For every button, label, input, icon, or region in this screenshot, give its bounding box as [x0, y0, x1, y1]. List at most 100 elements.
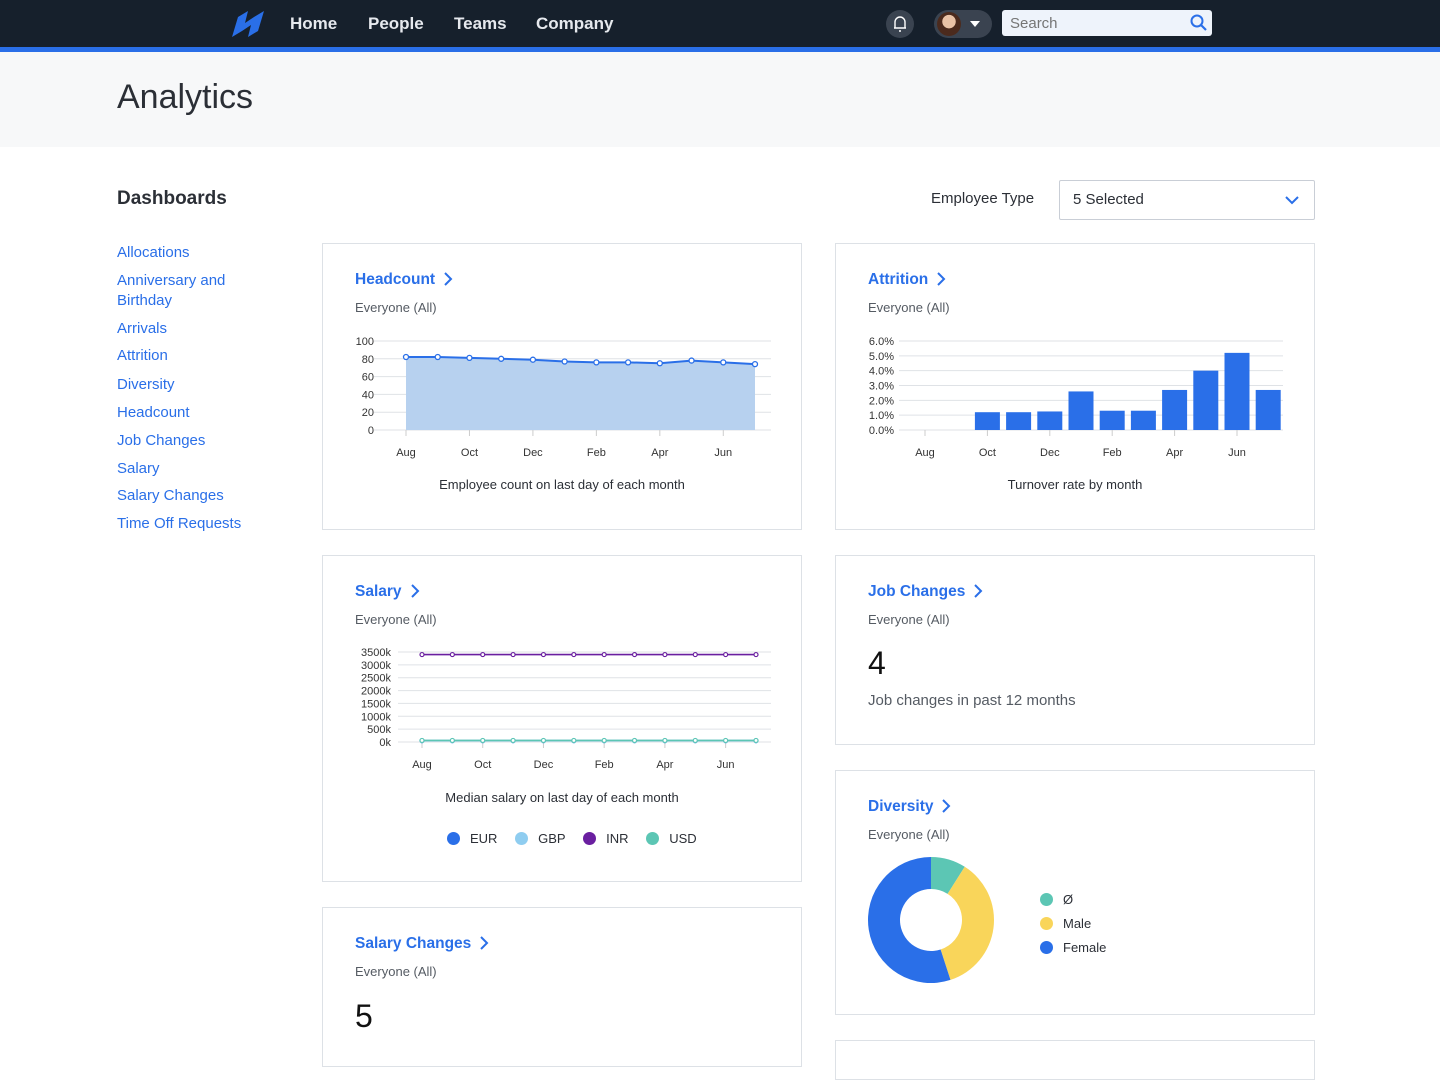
data-point	[420, 653, 424, 657]
sidebar-item-salary[interactable]: Salary	[117, 459, 257, 479]
data-point	[511, 738, 515, 742]
legend-label: GBP	[538, 831, 565, 846]
data-point	[657, 361, 662, 366]
y-tick-label: 0	[368, 425, 374, 437]
sidebar-item-allocations[interactable]: Allocations	[117, 243, 257, 263]
data-point	[663, 653, 667, 657]
data-point	[420, 738, 424, 742]
legend-dot-usd	[646, 832, 659, 845]
card-subtitle: Everyone (All)	[355, 964, 437, 979]
sidebar-item-time-off[interactable]: Time Off Requests	[117, 514, 257, 534]
data-point	[721, 360, 726, 365]
data-point	[499, 356, 504, 361]
card-subtitle: Everyone (All)	[355, 612, 437, 627]
notifications-button[interactable]	[886, 10, 914, 38]
employee-type-select[interactable]: 5 Selected	[1059, 180, 1315, 220]
y-tick-label: 2000k	[361, 686, 391, 698]
data-point	[602, 653, 606, 657]
job-changes-link[interactable]: Job Changes	[868, 583, 983, 601]
select-value: 5 Selected	[1073, 191, 1144, 208]
data-point	[435, 355, 440, 360]
sidebar-item-attrition[interactable]: Attrition	[117, 346, 257, 366]
y-tick-label: 40	[362, 389, 374, 401]
chevron-right-icon	[941, 798, 951, 814]
job-changes-text: Job changes in past 12 months	[868, 692, 1076, 709]
data-point	[562, 359, 567, 364]
sidebar-item-anniversary[interactable]: Anniversary and Birthday	[117, 271, 257, 311]
data-point	[450, 653, 454, 657]
x-tick-label: Dec	[523, 447, 543, 459]
search-icon[interactable]	[1190, 14, 1208, 32]
nav-company[interactable]: Company	[536, 14, 613, 34]
card-title: Attrition	[868, 271, 928, 288]
sidebar-item-salary-changes[interactable]: Salary Changes	[117, 486, 257, 506]
search-input[interactable]	[1002, 10, 1212, 36]
data-point	[511, 653, 515, 657]
x-tick-label: Feb	[1103, 447, 1122, 459]
attrition-link[interactable]: Attrition	[868, 271, 946, 289]
x-tick-label: Feb	[587, 447, 606, 459]
y-tick-label: 3500k	[361, 647, 391, 659]
data-point	[724, 738, 728, 742]
chart-caption: Employee count on last day of each month	[323, 477, 801, 492]
chevron-right-icon	[936, 271, 946, 287]
headcount-link[interactable]: Headcount	[355, 271, 453, 289]
x-tick-label: Dec	[534, 759, 554, 771]
y-tick-label: 0.0%	[869, 425, 894, 437]
data-point	[541, 653, 545, 657]
legend-label: Female	[1063, 940, 1106, 955]
bar	[1069, 391, 1094, 430]
logo-icon[interactable]	[232, 9, 264, 39]
data-point	[626, 360, 631, 365]
top-nav: Home People Teams Company	[0, 0, 1440, 47]
data-point	[541, 738, 545, 742]
legend-dot	[1040, 941, 1053, 954]
legend-label: Male	[1063, 916, 1091, 931]
legend-label: INR	[606, 831, 628, 846]
data-point	[530, 357, 535, 362]
sidebar-item-diversity[interactable]: Diversity	[117, 375, 257, 395]
caret-down-icon	[970, 21, 980, 27]
chevron-right-icon	[973, 583, 983, 599]
nav-teams[interactable]: Teams	[454, 14, 507, 34]
nav-home[interactable]: Home	[290, 14, 337, 34]
attrition-card: 0.0%1.0%2.0%3.0%4.0%5.0%6.0%AugOctDecFeb…	[835, 243, 1315, 530]
diversity-link[interactable]: Diversity	[868, 798, 951, 816]
x-tick-label: Feb	[595, 759, 614, 771]
card-title: Salary Changes	[355, 935, 471, 952]
salary-card: 0k500k1000k1500k2000k2500k3000k3500kAugO…	[322, 555, 802, 882]
y-tick-label: 3000k	[361, 660, 391, 672]
legend-dot	[1040, 917, 1053, 930]
y-tick-label: 4.0%	[869, 366, 894, 378]
data-point	[693, 738, 697, 742]
y-tick-label: 1.0%	[869, 410, 894, 422]
bell-icon	[886, 10, 914, 38]
chevron-down-icon	[1284, 194, 1300, 206]
legend-dot-gbp	[515, 832, 528, 845]
sidebar-item-headcount[interactable]: Headcount	[117, 403, 257, 423]
x-tick-label: Jun	[1228, 447, 1246, 459]
user-menu-button[interactable]	[934, 10, 992, 38]
card-title: Salary	[355, 583, 402, 600]
next-card	[835, 1040, 1315, 1080]
legend-label: USD	[669, 831, 696, 846]
sidebar-item-job-changes[interactable]: Job Changes	[117, 431, 257, 451]
data-point	[450, 738, 454, 742]
bar	[1225, 353, 1250, 430]
x-tick-label: Jun	[714, 447, 732, 459]
sidebar-item-arrivals[interactable]: Arrivals	[117, 319, 257, 339]
nav-people[interactable]: People	[368, 14, 424, 34]
job-changes-card: Job Changes Everyone (All) 4 Job changes…	[835, 555, 1315, 745]
employee-type-label: Employee Type	[931, 190, 1034, 207]
y-tick-label: 500k	[367, 724, 391, 736]
chevron-right-icon	[443, 271, 453, 287]
salary-changes-card: Salary Changes Everyone (All) 5	[322, 907, 802, 1067]
diversity-card: Diversity Everyone (All) Ø Male Female	[835, 770, 1315, 1015]
card-title: Headcount	[355, 271, 435, 288]
legend-label: Ø	[1063, 892, 1073, 907]
card-title: Diversity	[868, 798, 933, 815]
y-tick-label: 0k	[379, 737, 391, 749]
sidebar-heading: Dashboards	[117, 188, 227, 210]
salary-link[interactable]: Salary	[355, 583, 420, 601]
salary-changes-link[interactable]: Salary Changes	[355, 935, 489, 953]
